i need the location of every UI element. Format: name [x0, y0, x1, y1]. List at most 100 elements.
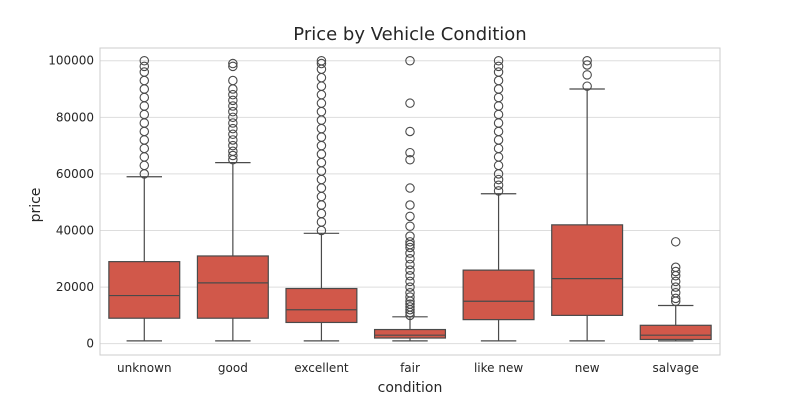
x-axis-label: condition: [378, 380, 443, 396]
outlier-point: [405, 200, 415, 210]
y-tick-label: 40000: [56, 224, 94, 238]
outlier-point: [316, 217, 327, 227]
outlier-point: [228, 123, 238, 134]
x-tick-label: unknown: [117, 361, 172, 375]
y-tick-label: 80000: [56, 110, 94, 124]
iqr-box: [551, 224, 624, 316]
outlier-point: [405, 302, 415, 312]
outlier-point: [405, 265, 415, 275]
outlier-point: [405, 259, 415, 270]
outlier-point: [139, 75, 150, 86]
outlier-point: [316, 208, 327, 219]
box-group: [551, 55, 624, 342]
outlier-point: [493, 84, 504, 94]
outlier-point: [316, 55, 327, 66]
y-axis-label: price: [28, 188, 44, 223]
outlier-point: [139, 143, 150, 154]
outlier-point: [139, 84, 150, 94]
outlier-point: [493, 186, 504, 196]
outlier-point: [405, 242, 415, 253]
outlier-point: [493, 118, 504, 128]
outlier-point: [316, 132, 327, 142]
outlier-point: [493, 143, 504, 154]
box-group: [639, 237, 712, 342]
outlier-point: [139, 67, 150, 77]
outlier-point: [316, 81, 327, 91]
outlier-point: [228, 112, 238, 123]
outlier-point: [139, 160, 150, 171]
outlier-point: [316, 89, 327, 100]
box-group: [373, 55, 447, 342]
outlier-point: [582, 55, 592, 66]
outlier-point: [405, 237, 415, 247]
outlier-point: [405, 211, 415, 222]
outlier-point: [316, 200, 327, 210]
outlier-point: [405, 271, 415, 281]
outlier-point: [493, 61, 504, 72]
outlier-point: [670, 293, 681, 304]
x-tick-label: fair: [400, 361, 420, 375]
outlier-point: [316, 106, 327, 117]
outlier-point: [228, 129, 238, 140]
outlier-point: [493, 135, 504, 145]
iqr-box: [196, 255, 269, 319]
outlier-point: [405, 183, 415, 193]
outlier-point: [493, 174, 504, 185]
outlier-point: [670, 266, 681, 277]
outlier-point: [228, 146, 238, 157]
x-tick-label: excellent: [294, 361, 349, 375]
outlier-point: [582, 81, 592, 91]
outlier-point: [582, 60, 592, 70]
y-tick-label: 60000: [56, 167, 94, 181]
iqr-box: [285, 287, 358, 324]
outlier-point: [316, 72, 327, 83]
iqr-box: [373, 328, 447, 339]
outlier-point: [139, 135, 150, 145]
outlier-point: [493, 67, 504, 77]
outlier-point: [228, 61, 238, 72]
outlier-point: [493, 126, 504, 137]
outlier-point: [228, 101, 238, 111]
outlier-point: [493, 160, 504, 171]
outlier-point: [139, 101, 150, 111]
outlier-point: [228, 89, 238, 100]
outlier-point: [670, 276, 681, 287]
outlier-point: [228, 58, 238, 69]
outlier-point: [139, 92, 150, 103]
box-group: [196, 58, 269, 342]
outlier-point: [139, 55, 150, 66]
outlier-point: [493, 92, 504, 103]
outlier-point: [670, 288, 681, 298]
box-group: [462, 55, 535, 342]
boxes: [108, 55, 712, 342]
outlier-point: [405, 55, 415, 66]
outlier-point: [228, 118, 238, 128]
iqr-box: [639, 324, 712, 341]
outlier-point: [493, 101, 504, 111]
outlier-point: [405, 276, 415, 287]
outlier-point: [139, 126, 150, 137]
outlier-point: [316, 191, 327, 202]
y-tick-label: 100000: [48, 54, 94, 68]
x-tick-label: salvage: [653, 361, 699, 375]
outlier-point: [228, 135, 238, 145]
outlier-point: [493, 152, 504, 162]
outlier-point: [316, 183, 327, 193]
outlier-point: [405, 126, 415, 137]
outlier-point: [405, 254, 415, 264]
outlier-point: [493, 180, 504, 190]
outlier-point: [670, 282, 681, 292]
box-group: [285, 55, 358, 342]
outlier-point: [405, 221, 415, 232]
outlier-point: [316, 98, 327, 108]
outlier-point: [405, 288, 415, 298]
x-axis: unknown good excellent fair like new new salva…: [117, 361, 699, 375]
outlier-point: [228, 75, 238, 86]
outlier-point: [139, 61, 150, 72]
outlier-point: [405, 299, 415, 309]
x-tick-label: good: [218, 361, 248, 375]
x-tick-label: like new: [474, 361, 523, 375]
iqr-box: [462, 269, 535, 321]
y-tick-label: 20000: [56, 280, 94, 294]
